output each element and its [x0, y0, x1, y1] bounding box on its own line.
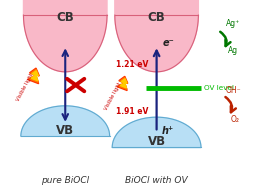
Text: OV level: OV level	[204, 85, 234, 91]
Text: OH⁻: OH⁻	[226, 86, 241, 95]
Polygon shape	[31, 71, 38, 81]
Polygon shape	[117, 76, 128, 91]
Text: e⁻: e⁻	[163, 38, 175, 47]
Polygon shape	[120, 79, 127, 88]
Polygon shape	[112, 117, 201, 147]
Text: CB: CB	[148, 11, 165, 23]
Text: O₂: O₂	[231, 115, 240, 124]
Text: Ag⁺: Ag⁺	[226, 19, 240, 28]
Polygon shape	[21, 106, 110, 136]
Text: CB: CB	[56, 11, 74, 23]
Text: 1.91 eV: 1.91 eV	[116, 108, 149, 116]
Text: pure BiOCl: pure BiOCl	[41, 176, 89, 185]
Polygon shape	[28, 68, 39, 84]
Text: 1.21 eV: 1.21 eV	[116, 60, 149, 69]
Polygon shape	[119, 77, 127, 89]
Polygon shape	[115, 0, 198, 72]
Text: Visible light: Visible light	[104, 82, 123, 111]
Text: VB: VB	[56, 124, 74, 137]
Text: Ag: Ag	[228, 46, 239, 55]
Text: Visible light: Visible light	[15, 72, 34, 102]
Polygon shape	[29, 70, 39, 82]
Polygon shape	[23, 0, 107, 72]
Text: VB: VB	[147, 135, 166, 148]
Text: BiOCl with OV: BiOCl with OV	[125, 176, 188, 185]
Text: h⁺: h⁺	[162, 126, 174, 136]
